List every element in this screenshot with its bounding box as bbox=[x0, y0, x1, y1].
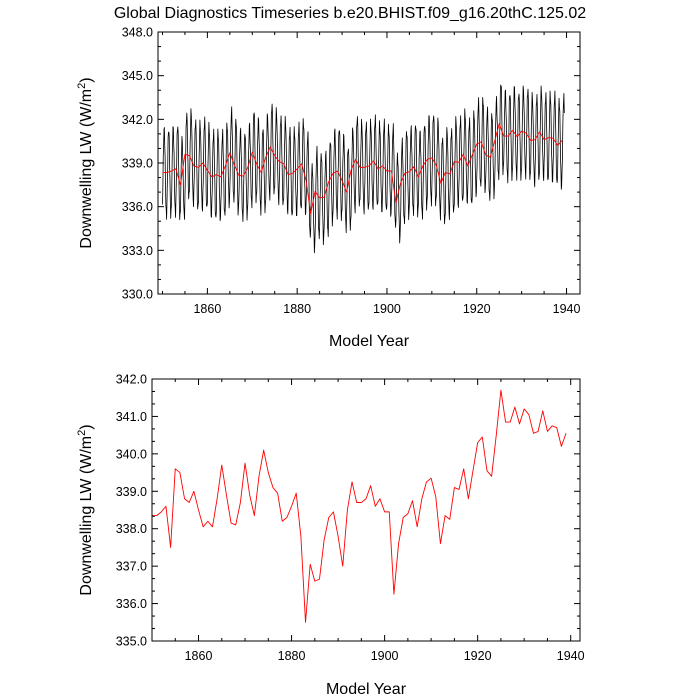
bottom-y-axis-label: Downwelling LW (W/m2) bbox=[76, 424, 95, 595]
bottom-plot-frame bbox=[151, 378, 581, 642]
y-tick-label: 333.0 bbox=[122, 244, 153, 258]
x-tick-label: 1940 bbox=[557, 649, 585, 663]
y-tick-label: 338.0 bbox=[116, 522, 147, 536]
x-tick-label: 1920 bbox=[464, 649, 492, 663]
y-tick-label: 339.0 bbox=[116, 485, 147, 499]
bottom-y-axis-label-superscript: 2 bbox=[76, 430, 88, 436]
x-tick-label: 1920 bbox=[463, 302, 491, 316]
annual-series-line bbox=[152, 389, 567, 623]
bottom-y-tick-labels: 335.0 336.0 337.0 338.0 339.0 340.0 341.0 342.0 bbox=[116, 373, 147, 649]
x-tick-label: 1900 bbox=[373, 302, 401, 316]
y-tick-label: 348.0 bbox=[122, 26, 153, 40]
x-tick-label: 1860 bbox=[185, 649, 213, 663]
top-x-tick-labels: 1860 1880 1900 1920 1940 bbox=[193, 302, 580, 316]
top-y-axis-label: Downwelling LW (W/m2) bbox=[76, 77, 95, 248]
y-tick-label: 342.0 bbox=[116, 373, 147, 387]
bottom-annual-panel: 335.0 336.0 337.0 338.0 339.0 340.0 341.0 342.0… bbox=[76, 373, 585, 699]
bottom-y-axis-label-main: Downwelling LW (W/m bbox=[78, 436, 95, 596]
bottom-y-axis-label-close: ) bbox=[78, 424, 95, 429]
top-x-axis-label: Model Year bbox=[329, 333, 410, 350]
annual-series-line bbox=[162, 123, 563, 215]
x-tick-label: 1860 bbox=[193, 302, 221, 316]
y-tick-label: 335.0 bbox=[116, 635, 147, 649]
top-timeseries-panel: 330.0 333.0 336.0 339.0 342.0 345.0 348.0 1860… bbox=[76, 26, 581, 350]
y-tick-label: 336.0 bbox=[116, 597, 147, 611]
x-tick-label: 1880 bbox=[278, 649, 306, 663]
top-y-axis-label-superscript: 2 bbox=[76, 83, 88, 89]
top-plot-frame bbox=[157, 31, 581, 295]
top-y-tick-labels: 330.0 333.0 336.0 339.0 342.0 345.0 348.0 bbox=[122, 26, 153, 302]
x-tick-label: 1900 bbox=[371, 649, 399, 663]
y-tick-label: 339.0 bbox=[122, 157, 153, 171]
chart-title: Global Diagnostics Timeseries b.e20.BHIS… bbox=[114, 5, 586, 22]
bottom-panel-ticks bbox=[151, 378, 580, 642]
top-y-axis-label-close: ) bbox=[78, 77, 95, 82]
x-tick-label: 1880 bbox=[283, 302, 311, 316]
monthly-series-line bbox=[162, 84, 565, 254]
y-tick-label: 341.0 bbox=[116, 410, 147, 424]
x-tick-label: 1940 bbox=[553, 302, 581, 316]
y-tick-label: 345.0 bbox=[122, 69, 153, 83]
top-y-axis-label-main: Downwelling LW (W/m bbox=[78, 89, 95, 249]
y-tick-label: 337.0 bbox=[116, 560, 147, 574]
bottom-x-axis-label: Model Year bbox=[326, 681, 407, 698]
bottom-annual-series bbox=[152, 389, 567, 623]
bottom-x-tick-labels: 1860 1880 1900 1920 1940 bbox=[185, 649, 585, 663]
y-tick-label: 340.0 bbox=[116, 447, 147, 461]
y-tick-label: 330.0 bbox=[122, 288, 153, 302]
y-tick-label: 342.0 bbox=[122, 113, 153, 127]
top-annual-series bbox=[162, 123, 563, 215]
y-tick-label: 336.0 bbox=[122, 200, 153, 214]
top-monthly-series bbox=[162, 84, 565, 254]
